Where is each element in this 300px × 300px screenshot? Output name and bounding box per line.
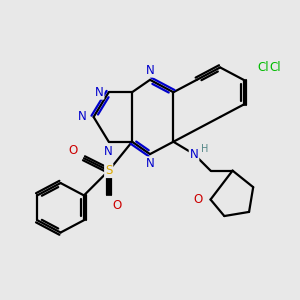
- Text: N: N: [95, 86, 103, 99]
- Text: S: S: [105, 164, 112, 177]
- Text: O: O: [68, 143, 78, 157]
- Text: N: N: [78, 110, 87, 124]
- Text: N: N: [146, 157, 154, 170]
- Text: O: O: [194, 193, 203, 206]
- Text: O: O: [112, 199, 122, 212]
- Text: N: N: [190, 148, 198, 160]
- Text: N: N: [104, 145, 113, 158]
- Text: Cl: Cl: [269, 61, 281, 74]
- Text: H: H: [201, 144, 209, 154]
- Text: N: N: [146, 64, 154, 77]
- Text: Cl: Cl: [257, 61, 269, 74]
